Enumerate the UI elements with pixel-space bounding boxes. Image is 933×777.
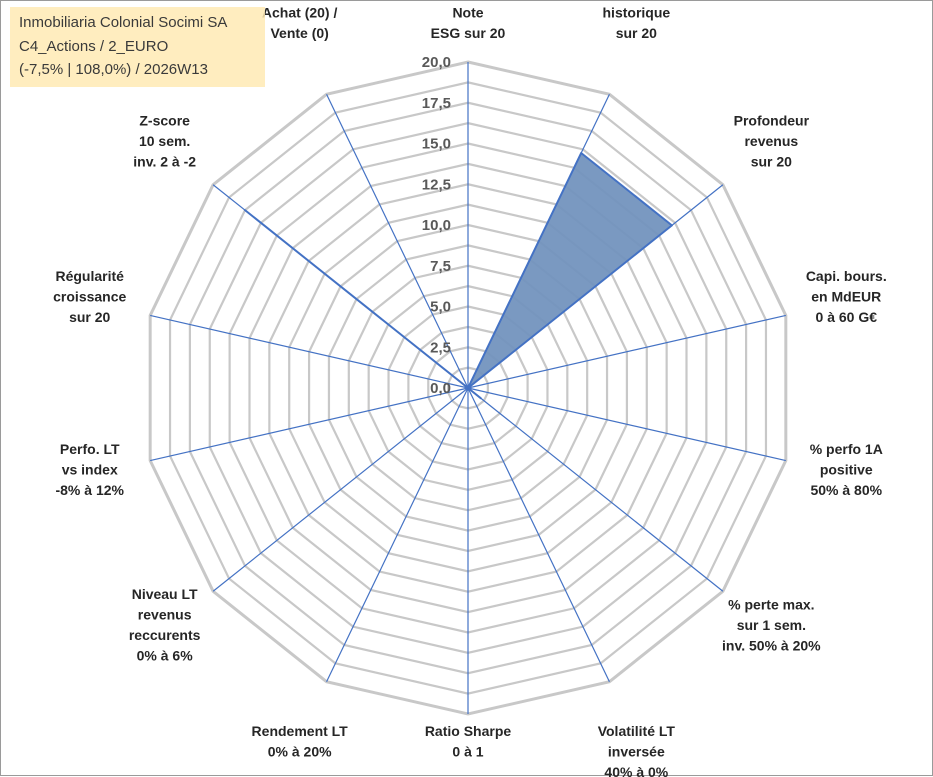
axis-label: % perfo 1A positive 50% à 80% (810, 441, 883, 498)
axis-label-line: Z-score (139, 113, 190, 129)
axis-label-line: Note (452, 5, 483, 21)
axis-label-line: 10 sem. (139, 133, 190, 149)
axis-label-line: croissance (53, 289, 126, 305)
tick-label: 15,0 (422, 136, 451, 153)
axis-label-line: Vente (0) (270, 25, 328, 41)
axis-label: Note ESG sur 20 (431, 5, 506, 42)
axis-label-line: Profondeur (734, 113, 810, 129)
category-line: C4_Actions / 2_EURO (19, 35, 265, 59)
axis-label-line: revenus (744, 133, 798, 149)
axis-label-line: Rendement LT (252, 723, 349, 739)
axis-label-line: inv. 50% à 20% (722, 637, 821, 653)
tick-label: 7,5 (430, 258, 451, 275)
axis-label: Capi. bours. en MdEUR 0 à 60 G€ (806, 268, 887, 325)
axis-label-line: positive (820, 461, 873, 477)
axis-label: Z-score 10 sem. inv. 2 à -2 (133, 113, 196, 170)
axis-label-line: sur 20 (616, 25, 657, 41)
axis-label: Niveau LT revenus reccurents 0% à 6% (129, 586, 201, 664)
axis-label-line: 0 à 1 (452, 744, 483, 760)
axis-label-line: 0 à 60 G€ (816, 309, 878, 325)
axis-label-line: sur 1 sem. (737, 617, 806, 633)
axis-label-line: Ratio Sharpe (425, 723, 512, 739)
axis-label-line: Capi. bours. (806, 268, 887, 284)
axis-label: % perte max. sur 1 sem. inv. 50% à 20% (722, 596, 821, 653)
axis-label-line: revenus (138, 607, 192, 623)
axis-label: Ratio Sharpe 0 à 1 (425, 723, 512, 760)
axis-label-line: 40% à 0% (604, 764, 668, 777)
axis-label: MomentumAchat (20) /Vente (0) (262, 1, 338, 41)
axis-label: Profondeur revenus sur 20 (734, 113, 810, 170)
axis-label-line: Niveau LT (132, 586, 198, 602)
axis-label-line: 50% à 80% (810, 482, 882, 498)
axis-label-line: 0% à 20% (268, 744, 332, 760)
axis-label-line: ESG sur 20 (431, 25, 506, 41)
axis-label-line: Perfo. LT (60, 441, 120, 457)
stock-name: Inmobiliaria Colonial Socimi SA (19, 11, 265, 35)
axis-label-line: % perfo 1A (810, 441, 883, 457)
axis-label-line: 0% à 6% (137, 648, 194, 664)
axis-label-line: Régularité (55, 268, 124, 284)
axis-label: Profondeurhistoriquesur 20 (599, 1, 675, 41)
tick-label: 0,0 (430, 380, 451, 397)
axis-label-line: historique (603, 5, 671, 21)
axis-label-line: -8% à 12% (55, 482, 124, 498)
axis-label-line: reccurents (129, 627, 201, 643)
axis-label-line: Volatilité LT (598, 723, 676, 739)
performance-line: (-7,5% | 108,0%) / 2026W13 (19, 58, 265, 82)
axis-label: Perfo. LT vs index -8% à 12% (55, 441, 124, 498)
axis-label: Rendement LT 0% à 20% (252, 723, 349, 760)
axis-label-line: sur 20 (751, 154, 792, 170)
axis-label-line: vs index (62, 461, 118, 477)
axis-label-line: en MdEUR (811, 289, 881, 305)
axis-label-line: inv. 2 à -2 (133, 154, 196, 170)
axis-label-line: sur 20 (69, 309, 110, 325)
axis-label: Volatilité LT inversée 40% à 0% (598, 723, 676, 777)
tick-label: 5,0 (430, 299, 451, 316)
axis-label-line: % perte max. (728, 596, 814, 612)
axis-label-line: Achat (20) / (262, 5, 338, 21)
tick-label: 10,0 (422, 217, 451, 234)
tick-label: 17,5 (422, 95, 451, 112)
tick-label: 12,5 (422, 176, 451, 193)
info-box: Inmobiliaria Colonial Socimi SA C4_Actio… (10, 7, 265, 87)
axis-label-line: inversée (608, 744, 665, 760)
tick-label: 2,5 (430, 339, 451, 356)
axis-label: Régularité croissance sur 20 (53, 268, 126, 325)
tick-label: 20,0 (422, 54, 451, 71)
